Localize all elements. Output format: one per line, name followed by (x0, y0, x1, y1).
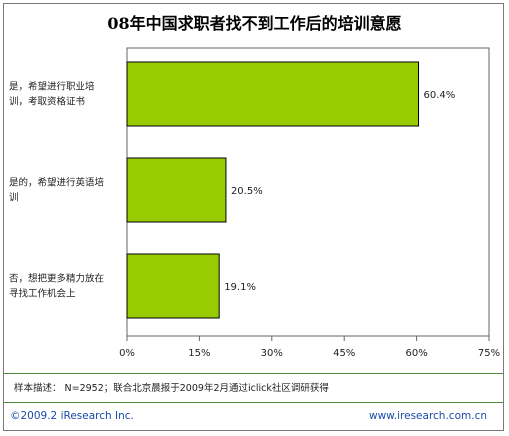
copyright-text: ©2009.2 iResearch Inc. (10, 410, 134, 422)
category-label: 否，想把更多精力放在 (9, 273, 104, 285)
bar (126, 61, 420, 127)
x-tick-label: 75% (478, 348, 500, 359)
category-label: 是的，希望进行英语培 (9, 177, 105, 189)
category-label: 训，考取资格证书 (9, 96, 86, 108)
website-link[interactable]: www.iresearch.com.cn (368, 410, 487, 422)
bar-value-label: 20.5% (231, 186, 263, 197)
chart-frame (3, 3, 504, 431)
x-tick-label: 45% (333, 348, 355, 359)
chart-title: 08年中国求职者找不到工作后的培训意愿 (107, 14, 402, 33)
bar (126, 157, 227, 223)
bar (126, 253, 220, 319)
x-tick-label: 30% (261, 348, 283, 359)
bar-value-label: 60.4% (424, 90, 456, 101)
x-tick-label: 15% (188, 348, 210, 359)
category-label: 寻找工作机会上 (9, 288, 76, 300)
x-tick-label: 0% (119, 348, 135, 359)
x-tick-label: 60% (405, 348, 427, 359)
category-label: 训 (9, 193, 19, 204)
category-label: 是，希望进行职业培 (9, 81, 95, 93)
sample-note: 样本描述： N=2952；联合北京晨报于2009年2月通过iclick社区调研获… (14, 383, 329, 394)
footer-separator (4, 402, 503, 403)
note-separator (4, 373, 503, 374)
bar-value-label: 19.1% (224, 282, 256, 293)
